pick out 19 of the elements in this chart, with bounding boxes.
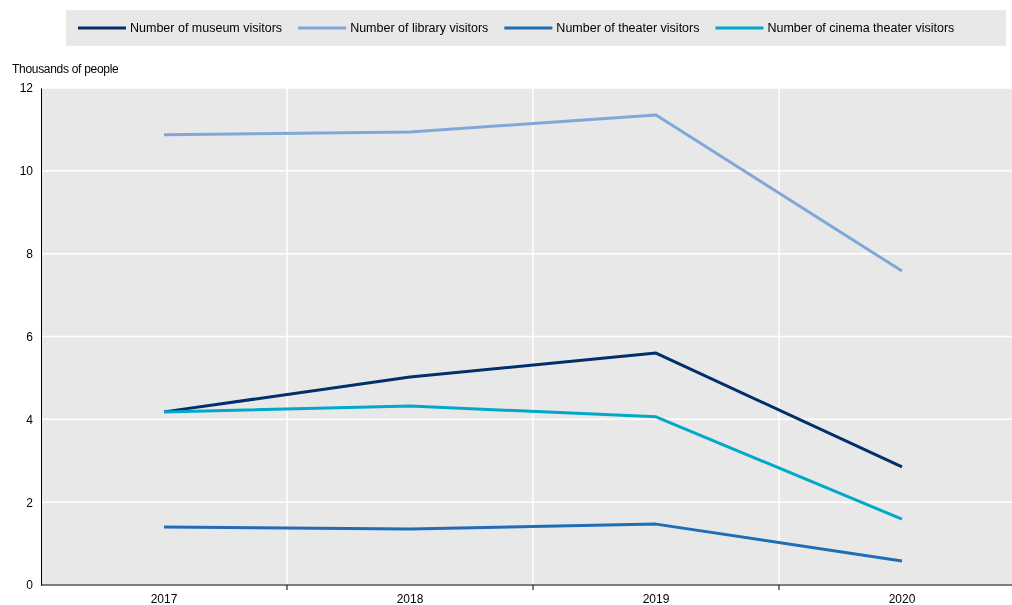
y-tick-label: 12 — [19, 81, 34, 96]
x-tick-label: 2018 — [396, 591, 424, 605]
y-tick-label: 8 — [26, 247, 34, 262]
line-series — [162, 113, 904, 273]
legend-label: Number of theater visitors — [556, 21, 700, 35]
legend-label: Number of library visitors — [350, 21, 489, 35]
x-tick-label: 2019 — [642, 591, 670, 605]
y-tick-label: 10 — [19, 164, 34, 179]
y-tick-label: 2 — [26, 495, 34, 510]
line-series — [162, 522, 904, 563]
y-axis-title: Thousands of people — [12, 62, 120, 76]
y-tick-label: 4 — [26, 412, 34, 427]
legend-label: Number of cinema theater visitors — [767, 21, 955, 35]
x-tick-label: 2020 — [888, 591, 916, 605]
x-tick-label: 2017 — [150, 591, 178, 605]
y-tick-label: 6 — [26, 329, 34, 344]
y-tick-label: 0 — [26, 578, 34, 593]
legend-label: Number of museum visitors — [130, 21, 283, 35]
line-series — [162, 404, 904, 521]
